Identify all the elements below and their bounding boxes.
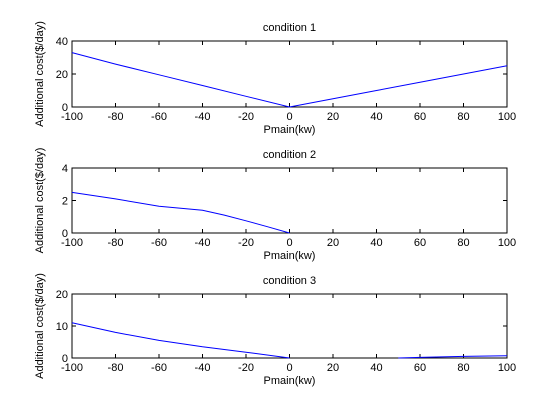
y-axis-label: Additional cost($/day) <box>34 148 46 254</box>
x-axis-label: Pmain(kw) <box>264 375 316 387</box>
x-tick-label: -40 <box>195 237 211 249</box>
y-tick-label: 20 <box>56 289 68 301</box>
series-line-1 <box>71 52 508 108</box>
chart-title: condition 1 <box>263 22 316 34</box>
plot-area <box>71 167 508 234</box>
x-tick-label: -20 <box>238 362 254 374</box>
x-tick-label: -100 <box>61 362 83 374</box>
plot-area <box>71 293 508 359</box>
x-tick-label: -60 <box>151 111 167 123</box>
x-axis-label: Pmain(kw) <box>264 250 316 262</box>
chart-title: condition 2 <box>263 149 316 161</box>
x-tick-label: 80 <box>457 111 469 123</box>
y-tick-label: 2 <box>62 196 68 208</box>
x-tick-label: 60 <box>414 362 426 374</box>
chart-title: condition 3 <box>263 275 316 287</box>
y-tick-label: 40 <box>56 36 68 48</box>
x-tick-label: -80 <box>108 237 124 249</box>
x-tick-label: -80 <box>108 111 124 123</box>
y-tick-label: 0 <box>62 228 68 240</box>
y-tick-label: 0 <box>62 353 68 365</box>
x-tick-label: 40 <box>370 111 382 123</box>
chart-panel-3: -100 -80 -60 -40 -20 0 20 40 60 80 100 0 10 20 conditi… <box>34 273 516 387</box>
y-tick-label: 4 <box>62 163 68 175</box>
x-tick-label: 20 <box>327 362 339 374</box>
y-axis-label: Additional cost($/day) <box>34 273 46 379</box>
x-tick-label: 0 <box>286 111 292 123</box>
x-tick-label: -40 <box>195 111 211 123</box>
y-tick-label: 20 <box>56 69 68 81</box>
x-tick-label: -100 <box>61 111 83 123</box>
plot-area <box>71 40 508 108</box>
x-tick-label: -20 <box>238 111 254 123</box>
x-tick-label: 80 <box>457 237 469 249</box>
y-tick-label: 0 <box>62 102 68 114</box>
x-tick-label: 100 <box>498 237 516 249</box>
x-tick-label: -100 <box>61 237 83 249</box>
x-tick-label: 60 <box>414 111 426 123</box>
y-axis-label: Additional cost($/day) <box>34 21 46 127</box>
series-line-2 <box>398 355 508 359</box>
x-tick-label: 20 <box>327 237 339 249</box>
x-axis-label: Pmain(kw) <box>264 124 316 136</box>
x-tick-label: 100 <box>498 111 516 123</box>
y-tick-label: 10 <box>56 321 68 333</box>
series-line-1 <box>71 191 290 234</box>
x-tick-label: 40 <box>370 237 382 249</box>
x-tick-label: -60 <box>151 237 167 249</box>
x-tick-label: 0 <box>286 362 292 374</box>
x-tick-label: 100 <box>498 362 516 374</box>
x-tick-label: 40 <box>370 362 382 374</box>
series-line-1 <box>71 322 290 359</box>
x-tick-label: 0 <box>286 237 292 249</box>
x-tick-label: -80 <box>108 362 124 374</box>
chart-panel-1: -100 -80 -60 -40 -20 0 20 40 60 80 100 0 20 40 conditi… <box>34 21 516 136</box>
x-tick-label: 20 <box>327 111 339 123</box>
chart-panel-2: -100 -80 -60 -40 -20 0 20 40 60 80 100 0 2 4 condition… <box>34 148 516 262</box>
x-tick-label: -20 <box>238 237 254 249</box>
x-tick-label: -60 <box>151 362 167 374</box>
x-tick-label: 80 <box>457 362 469 374</box>
x-tick-label: 60 <box>414 237 426 249</box>
x-tick-label: -40 <box>195 362 211 374</box>
